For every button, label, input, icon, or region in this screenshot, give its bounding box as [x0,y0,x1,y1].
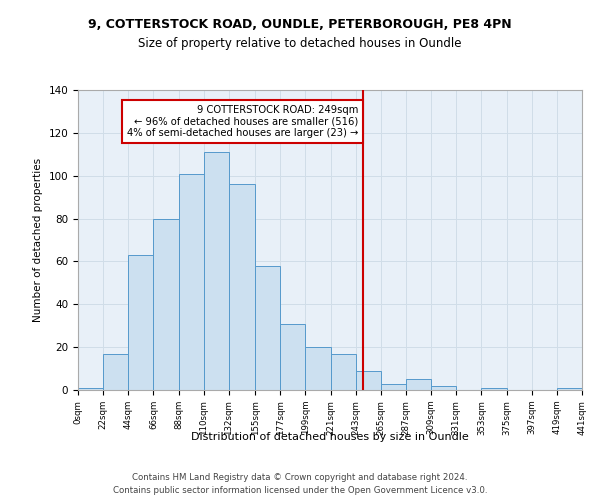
Bar [406,380,431,390]
Text: Distribution of detached houses by size in Oundle: Distribution of detached houses by size … [191,432,469,442]
Y-axis label: Number of detached properties: Number of detached properties [33,158,43,322]
Bar [255,266,280,390]
Bar [280,324,305,390]
Bar [128,255,154,390]
Bar [331,354,356,390]
Bar [103,354,128,390]
Bar [305,347,331,390]
Bar [154,218,179,390]
Text: Contains HM Land Registry data © Crown copyright and database right 2024.
Contai: Contains HM Land Registry data © Crown c… [113,474,487,495]
Text: 9, COTTERSTOCK ROAD, OUNDLE, PETERBOROUGH, PE8 4PN: 9, COTTERSTOCK ROAD, OUNDLE, PETERBOROUG… [88,18,512,30]
Bar [179,174,204,390]
Bar [381,384,406,390]
Bar [557,388,582,390]
Text: 9 COTTERSTOCK ROAD: 249sqm
← 96% of detached houses are smaller (516)
4% of semi: 9 COTTERSTOCK ROAD: 249sqm ← 96% of deta… [127,105,358,138]
Bar [431,386,456,390]
Bar [481,388,506,390]
Bar [229,184,255,390]
Bar [78,388,103,390]
Bar [356,370,381,390]
Bar [204,152,229,390]
Text: Size of property relative to detached houses in Oundle: Size of property relative to detached ho… [138,38,462,51]
